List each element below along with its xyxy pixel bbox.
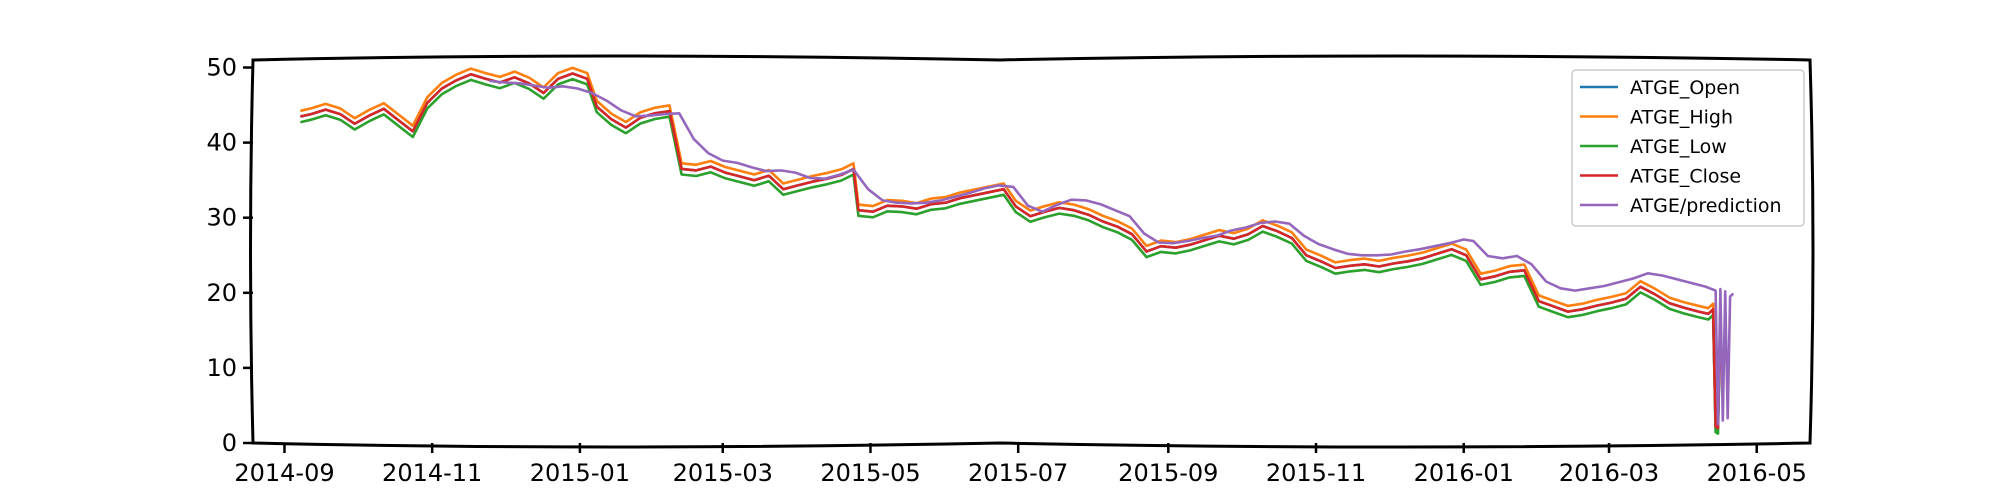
legend-label: ATGE_Open: [1630, 77, 1740, 99]
y-tick-label: 0: [222, 429, 237, 457]
x-axis: 2014-09 2014-11 2015-01 2015-03 2015-05 2015-…: [234, 443, 1807, 487]
x-tick-label: 2016-03: [1559, 459, 1659, 487]
y-tick-label: 50: [206, 54, 237, 82]
x-tick-label: 2015-09: [1118, 459, 1218, 487]
y-axis: 0 10 20 30 40 50: [206, 54, 253, 457]
x-tick-label: 2014-09: [234, 459, 334, 487]
series-line-0: [300, 72, 1722, 430]
legend: ATGE_Open ATGE_High ATGE_Low ATGE_Close ATGE…: [1571, 69, 1805, 227]
legend-label: ATGE_Close: [1630, 166, 1741, 188]
x-tick-label: 2015-01: [530, 459, 630, 487]
series-line-3: [300, 72, 1722, 430]
x-tick-label: 2015-03: [673, 459, 773, 487]
plot-series-group: [300, 66, 1734, 435]
y-tick-label: 40: [206, 129, 237, 157]
series-line-4: [489, 79, 1734, 426]
legend-label: ATGE/prediction: [1630, 195, 1782, 217]
axes-frame: [249, 54, 1815, 449]
legend-label: ATGE_Low: [1630, 136, 1727, 158]
legend-label: ATGE_High: [1630, 107, 1733, 129]
y-tick-label: 20: [206, 279, 237, 307]
x-tick-label: 2016-01: [1414, 459, 1514, 487]
x-tick-label: 2015-11: [1266, 459, 1366, 487]
y-tick-label: 10: [206, 354, 237, 382]
y-tick-label: 30: [206, 204, 237, 232]
x-tick-label: 2015-07: [968, 459, 1068, 487]
x-tick-label: 2016-05: [1707, 459, 1807, 487]
legend-box: [1571, 69, 1805, 227]
series-line-1: [300, 66, 1722, 424]
x-tick-label: 2014-11: [382, 459, 482, 487]
x-tick-label: 2015-05: [820, 459, 920, 487]
series-line-2: [300, 77, 1722, 435]
